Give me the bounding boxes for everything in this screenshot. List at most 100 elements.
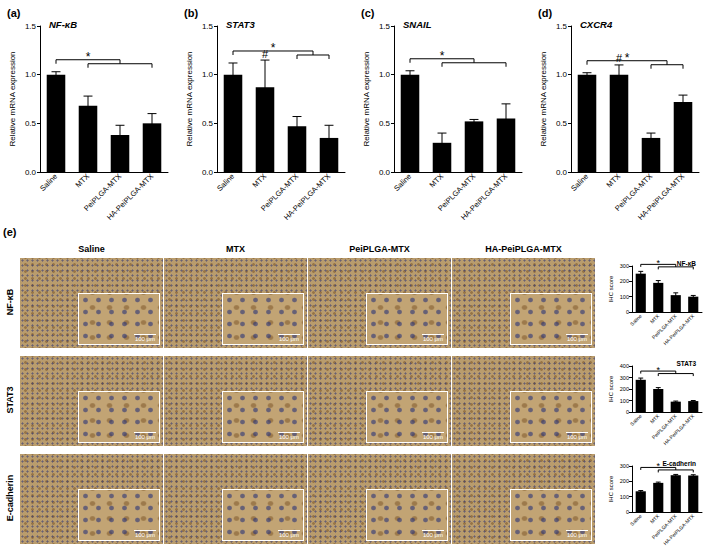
svg-text:HA-PeiPLGA-MTX: HA-PeiPLGA-MTX	[282, 172, 332, 222]
html-text:100 μm: 100 μm	[134, 434, 156, 440]
html-text:100 μm: 100 μm	[422, 336, 444, 342]
svg-text:0.5: 0.5	[202, 119, 214, 128]
svg-text:Saline: Saline	[629, 413, 643, 427]
svg-text:(a): (a)	[7, 7, 21, 19]
svg-text:MTX: MTX	[649, 412, 661, 424]
svg-text:1.0: 1.0	[202, 70, 214, 79]
svg-text:0.5: 0.5	[379, 119, 391, 128]
html-text:100 μm: 100 μm	[134, 532, 156, 538]
svg-text:100: 100	[620, 294, 629, 300]
svg-text:0.0: 0.0	[556, 168, 568, 177]
svg-text:HA-PeiPLGA-MTX: HA-PeiPLGA-MTX	[662, 312, 696, 346]
svg-text:0.0: 0.0	[379, 168, 391, 177]
html-text:100 μm: 100 μm	[278, 434, 300, 440]
svg-text:*: *	[86, 50, 91, 64]
svg-text:MTX: MTX	[605, 172, 623, 190]
svg-text:Saline: Saline	[38, 172, 59, 193]
html-text:E-cadherin: E-cadherin	[5, 474, 15, 522]
svg-text:1.5: 1.5	[379, 22, 391, 31]
svg-text:0: 0	[626, 409, 629, 415]
svg-text:CXCR4: CXCR4	[580, 19, 613, 30]
svg-text:PeiPLGA-MTX: PeiPLGA-MTX	[259, 171, 301, 213]
svg-text:MTX: MTX	[251, 172, 269, 190]
svg-text:#: #	[262, 48, 269, 60]
svg-text:0: 0	[626, 309, 629, 315]
svg-text:1.0: 1.0	[25, 70, 37, 79]
svg-text:1.5: 1.5	[202, 22, 214, 31]
svg-text:HA-PeiPLGA-MTX: HA-PeiPLGA-MTX	[459, 172, 509, 222]
svg-text:0.5: 0.5	[556, 119, 568, 128]
svg-text:SNAIL: SNAIL	[403, 19, 432, 30]
svg-text:Saline: Saline	[629, 513, 643, 527]
svg-text:MTX: MTX	[74, 172, 92, 190]
svg-text:Relative mRNA expression: Relative mRNA expression	[8, 51, 17, 146]
svg-text:*: *	[440, 49, 445, 63]
svg-text:300: 300	[620, 463, 629, 469]
svg-text:HA-PeiPLGA-MTX: HA-PeiPLGA-MTX	[662, 512, 696, 546]
svg-text:0: 0	[626, 509, 629, 515]
svg-text:PeiPLGA-MTX: PeiPLGA-MTX	[613, 171, 655, 213]
html-text:PeiPLGA-MTX: PeiPLGA-MTX	[349, 244, 410, 254]
svg-text:Relative mRNA expression: Relative mRNA expression	[539, 51, 548, 146]
html-text:HA-PeiPLGA-MTX: HA-PeiPLGA-MTX	[485, 244, 562, 254]
html-text:100 μm: 100 μm	[134, 336, 156, 342]
svg-text:*: *	[625, 51, 630, 65]
html-text:NF-κB: NF-κB	[5, 288, 15, 316]
svg-text:HA-PeiPLGA-MTX: HA-PeiPLGA-MTX	[105, 172, 155, 222]
svg-text:Saline: Saline	[215, 172, 236, 193]
svg-text:*: *	[271, 41, 276, 55]
svg-text:100: 100	[620, 398, 629, 404]
svg-text:*: *	[656, 461, 660, 471]
svg-text:MTX: MTX	[649, 312, 661, 324]
html-text:100 μm: 100 μm	[566, 434, 588, 440]
svg-text:0.5: 0.5	[25, 119, 37, 128]
svg-text:MTX: MTX	[649, 512, 661, 524]
svg-text:400: 400	[620, 363, 629, 369]
html-text:100 μm: 100 μm	[566, 336, 588, 342]
html-text:MTX: MTX	[226, 244, 245, 254]
html-text:100 μm: 100 μm	[422, 434, 444, 440]
svg-text:0.0: 0.0	[202, 168, 214, 177]
svg-text:#: #	[616, 52, 623, 64]
svg-text:HA-PeiPLGA-MTX: HA-PeiPLGA-MTX	[662, 412, 696, 446]
svg-text:(c): (c)	[361, 7, 375, 19]
svg-text:IHC score: IHC score	[608, 275, 614, 302]
svg-text:NF-κB: NF-κB	[677, 260, 696, 267]
html-text:(e): (e)	[3, 226, 17, 238]
svg-text:300: 300	[620, 263, 629, 269]
svg-text:Relative mRNA expression: Relative mRNA expression	[362, 51, 371, 146]
svg-text:E-cadherin: E-cadherin	[662, 460, 696, 467]
html-text:100 μm: 100 μm	[278, 336, 300, 342]
svg-text:PeiPLGA-MTX: PeiPLGA-MTX	[436, 171, 478, 213]
svg-text:Saline: Saline	[569, 172, 590, 193]
svg-text:STAT3: STAT3	[676, 360, 696, 367]
svg-text:Saline: Saline	[392, 172, 413, 193]
html-text:Saline: Saline	[78, 244, 105, 254]
svg-text:*: *	[656, 365, 660, 375]
svg-text:1.5: 1.5	[25, 22, 37, 31]
svg-text:HA-PeiPLGA-MTX: HA-PeiPLGA-MTX	[636, 172, 686, 222]
svg-text:IHC score: IHC score	[608, 375, 614, 402]
svg-text:200: 200	[620, 386, 629, 392]
svg-text:Saline: Saline	[629, 313, 643, 327]
svg-text:1.0: 1.0	[379, 70, 391, 79]
svg-text:1.5: 1.5	[556, 22, 568, 31]
html-text:100 μm: 100 μm	[278, 532, 300, 538]
html-text:STAT3: STAT3	[5, 386, 15, 414]
html-text:100 μm: 100 μm	[422, 532, 444, 538]
svg-text:STAT3: STAT3	[226, 19, 255, 30]
svg-text:100: 100	[620, 494, 629, 500]
svg-text:Relative mRNA expression: Relative mRNA expression	[185, 51, 194, 146]
svg-text:1.0: 1.0	[556, 70, 568, 79]
svg-text:200: 200	[620, 278, 629, 284]
svg-text:NF-κB: NF-κB	[49, 19, 77, 30]
svg-text:*: *	[656, 258, 660, 268]
svg-text:(d): (d)	[538, 7, 552, 19]
svg-text:PeiPLGA-MTX: PeiPLGA-MTX	[82, 171, 124, 213]
svg-text:(b): (b)	[184, 7, 198, 19]
svg-text:MTX: MTX	[428, 172, 446, 190]
svg-text:0.0: 0.0	[25, 168, 37, 177]
svg-text:IHC score: IHC score	[608, 475, 614, 502]
svg-text:200: 200	[620, 478, 629, 484]
svg-text:300: 300	[620, 375, 629, 381]
